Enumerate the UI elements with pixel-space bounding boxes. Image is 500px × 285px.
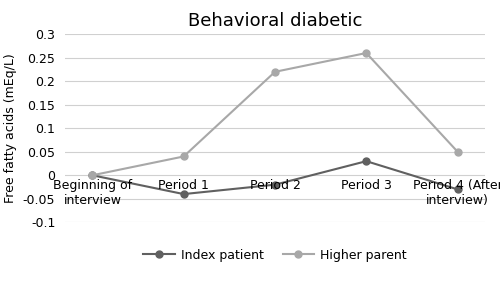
Index patient (90, 174, 96, 177)
Index patient (180, 192, 186, 196)
Text: Period 4 (After
interview): Period 4 (After interview) (412, 179, 500, 207)
Higher parent (180, 155, 186, 158)
Index patient (364, 160, 370, 163)
Higher parent (90, 174, 96, 177)
Line: Higher parent: Higher parent (89, 50, 461, 179)
Title: Behavioral diabetic: Behavioral diabetic (188, 12, 362, 30)
Text: Period 1: Period 1 (158, 179, 209, 192)
Y-axis label: Free fatty acids (mEq/L): Free fatty acids (mEq/L) (4, 53, 17, 203)
Index patient (454, 188, 460, 191)
Text: Beginning of
interview: Beginning of interview (53, 179, 132, 207)
Text: Period 3: Period 3 (341, 179, 392, 192)
Text: Period 2: Period 2 (250, 179, 300, 192)
Index patient (272, 183, 278, 186)
Legend: Index patient, Higher parent: Index patient, Higher parent (138, 244, 411, 266)
Higher parent (272, 70, 278, 74)
Higher parent (364, 51, 370, 55)
Higher parent (454, 150, 460, 153)
Line: Index patient: Index patient (89, 158, 461, 198)
